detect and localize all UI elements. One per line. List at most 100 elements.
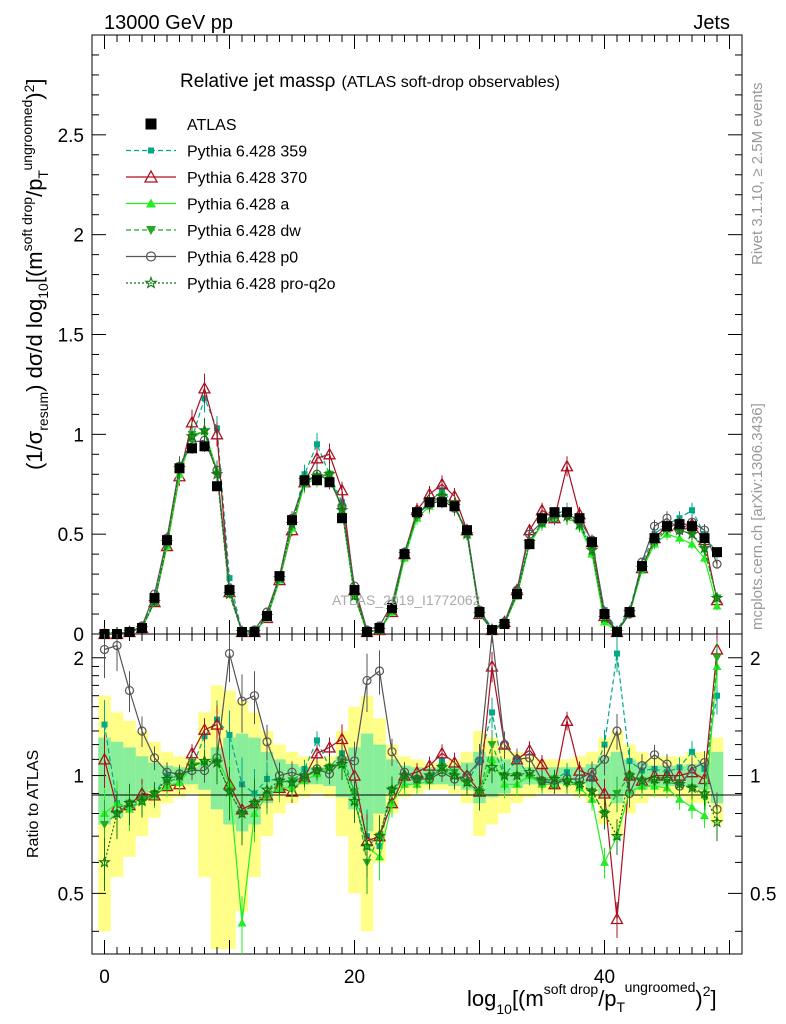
ratio-point: [489, 709, 495, 716]
mc-point: [687, 539, 697, 548]
data-point: [624, 607, 635, 618]
analysis-watermark: ATLAS_2019_I1772062: [332, 592, 481, 608]
ratio-point: [535, 757, 549, 770]
ratio-point: [398, 768, 411, 781]
y-tick-label: 0: [73, 625, 84, 646]
ratio-point: [237, 918, 247, 927]
ratio-point: [310, 746, 324, 759]
ratio-point: [224, 648, 235, 659]
ratio-point: [675, 794, 684, 803]
ratio-point: [210, 755, 224, 768]
data-point: [574, 513, 585, 524]
data-point: [162, 535, 172, 546]
ratio-point: [273, 774, 286, 787]
ratio-point: [626, 757, 633, 764]
data-point: [262, 611, 272, 622]
data-point: [324, 477, 335, 488]
inner-band-bin: [135, 756, 149, 798]
ratio-point: [435, 746, 449, 759]
ratio-point: [348, 794, 361, 807]
ratio-point: [185, 759, 199, 772]
legend-label: Pythia 6.428 a: [187, 197, 289, 214]
ratio-point: [298, 768, 311, 781]
main-plot-series: [97, 373, 724, 640]
data-point: [524, 539, 535, 550]
ratio-point: [560, 774, 574, 787]
mc-point: [210, 427, 224, 440]
legend-label: Pythia 6.428 p0: [187, 250, 298, 267]
ratio-point: [423, 768, 436, 781]
inner-band-bin: [385, 759, 399, 794]
data-point: [312, 475, 322, 486]
main-y-axis-label: (1/σresum) dσ/d log10[(msoft drop/pTungr…: [19, 78, 51, 470]
data-point: [412, 507, 422, 518]
ratio-point: [237, 696, 247, 706]
ratio-point: [285, 775, 299, 788]
rivet-label: Rivet 3.1.10, ≥ 2.5M events: [749, 83, 766, 266]
mc-point: [197, 381, 212, 394]
data-point: [687, 521, 697, 532]
mc-point: [560, 459, 574, 472]
ratio-point: [548, 772, 561, 785]
mc-point: [712, 559, 722, 569]
ratio-tick-label-right: 0.5: [750, 884, 776, 905]
data-point: [499, 619, 510, 630]
ratio-point: [685, 781, 699, 794]
ratio-point: [714, 692, 720, 699]
legend-entry: Pythia 6.428 pro-q2o: [126, 275, 336, 293]
data-point: [599, 609, 610, 620]
mc-point: [675, 533, 684, 542]
ratio-point: [97, 752, 112, 765]
y-tick-label: 1.5: [58, 326, 84, 347]
inner-band-bin: [123, 747, 136, 810]
ratio-point: [597, 786, 612, 799]
ratio-point: [700, 811, 709, 820]
data-point: [137, 623, 147, 634]
mc-point: [314, 441, 320, 448]
mc-point: [335, 483, 349, 496]
data-point: [399, 549, 410, 560]
ratio-point: [435, 760, 449, 773]
ratio-point: [387, 747, 397, 757]
data-point: [674, 519, 685, 530]
legend-marker: [143, 169, 159, 183]
ratio-point: [524, 753, 535, 763]
data-point: [512, 589, 522, 600]
ratio-point: [123, 796, 136, 809]
data-point: [387, 603, 397, 614]
ratio-point: [160, 772, 174, 785]
ratio-point: [100, 820, 109, 829]
ratio-tick-label-left: 2: [73, 649, 84, 670]
data-point: [274, 571, 285, 582]
ratio-point: [510, 768, 524, 781]
legend-label: Pythia 6.428 pro-q2o: [187, 276, 336, 293]
data-point: [699, 533, 710, 544]
ratio-point: [687, 764, 697, 774]
ratio-point: [473, 784, 486, 797]
data-point: [637, 561, 647, 572]
plot-subtitle: (ATLAS soft-drop observables): [341, 74, 559, 91]
ratio-point: [712, 654, 722, 663]
data-point: [587, 537, 597, 548]
legend-label: Pythia 6.428 370: [187, 170, 307, 187]
data-point: [349, 585, 360, 596]
header-jets: Jets: [693, 12, 730, 34]
ratio-point: [373, 829, 386, 842]
ratio-tick-label-left: 0.5: [58, 884, 84, 905]
ratio-point: [314, 737, 320, 744]
mc-point: [685, 527, 699, 540]
ratio-point: [148, 786, 161, 799]
ratio-point: [573, 777, 586, 790]
ratio-point: [260, 783, 274, 796]
ratio-point: [198, 754, 211, 767]
axis-tick-labels: 0 20 40 0 0.5 1 1.5 2 2.5 0.5 0.5 1 1 2 2: [58, 126, 777, 988]
ratio-point: [322, 740, 337, 753]
legend-entry: Pythia 6.428 370: [126, 169, 307, 187]
mc-point: [310, 451, 324, 464]
ratio-point: [601, 741, 608, 748]
ratio-point: [235, 806, 249, 819]
ratio-point: [112, 640, 122, 651]
ratio-point: [610, 912, 624, 925]
ratio-point: [135, 794, 149, 807]
ratio-point: [485, 760, 499, 773]
